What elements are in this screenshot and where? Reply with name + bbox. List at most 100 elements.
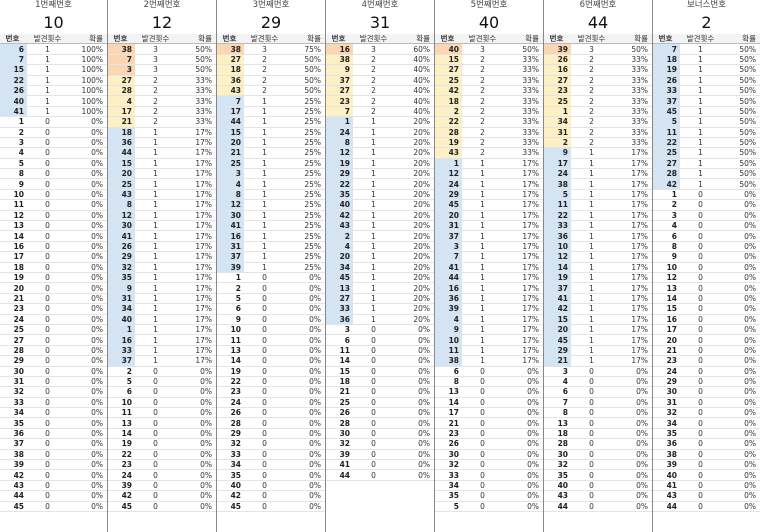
count-cell: 2 <box>135 116 178 128</box>
number-cell: 29 <box>108 251 135 263</box>
column-header-number: 번호 <box>653 34 680 45</box>
probability-cell: 0% <box>70 345 107 357</box>
probability-cell: 100% <box>70 85 107 97</box>
count-cell: 1 <box>353 158 396 170</box>
count-cell: 1 <box>571 345 614 357</box>
count-cell: 3 <box>135 64 178 76</box>
table-row: 19 1 17% <box>544 272 652 284</box>
number-cell: 40 <box>653 469 680 481</box>
probability-cell: 0% <box>287 272 325 284</box>
probability-cell: 0% <box>70 334 107 346</box>
table-row: 4 0 0% <box>653 220 760 232</box>
number-cell: 20 <box>108 168 135 180</box>
number-cell: 12 <box>217 199 244 211</box>
number-cell: 4 <box>435 314 462 325</box>
probability-cell: 20% <box>396 168 434 180</box>
probability-cell: 25% <box>287 189 325 201</box>
probability-cell: 50% <box>287 85 325 97</box>
count-cell: 1 <box>462 262 505 274</box>
number-cell: 41 <box>435 262 462 274</box>
number-cell: 29 <box>0 355 27 367</box>
count-cell: 0 <box>244 303 287 315</box>
count-cell: 1 <box>571 272 614 284</box>
count-cell: 0 <box>462 397 505 409</box>
probability-cell: 100% <box>70 64 107 76</box>
column-header-count: 발견횟수 <box>135 34 178 45</box>
number-cell: 34 <box>544 116 571 128</box>
table-row: 3 0 0% <box>0 137 107 149</box>
probability-cell: 0% <box>178 449 216 461</box>
probability-cell: 50% <box>723 95 760 107</box>
table-row: 32 0 0% <box>435 459 543 471</box>
number-cell: 26 <box>653 75 680 86</box>
count-cell: 1 <box>244 251 287 263</box>
probability-cell: 0% <box>505 407 543 419</box>
number-cell: 25 <box>0 324 27 336</box>
count-cell: 1 <box>462 293 505 305</box>
count-cell: 0 <box>680 428 723 440</box>
count-cell: 1 <box>244 127 287 138</box>
table-row: 21 1 17% <box>544 355 652 367</box>
table-row: 15 1 17% <box>108 158 216 170</box>
number-cell: 36 <box>435 293 462 305</box>
count-cell: 0 <box>27 189 70 201</box>
table-row: 7 1 17% <box>435 251 543 263</box>
probability-cell: 0% <box>396 324 434 336</box>
probability-cell: 0% <box>396 407 434 419</box>
table-row: 19 0 0% <box>217 366 325 377</box>
table-row: 9 2 40% <box>326 64 434 76</box>
number-cell: 10 <box>108 397 135 409</box>
table-row: 28 0 0% <box>544 438 652 450</box>
table-row: 43 0 0% <box>0 480 107 492</box>
probability-cell: 0% <box>614 459 652 471</box>
count-cell: 0 <box>27 490 70 502</box>
probability-cell: 0% <box>178 501 216 512</box>
number-cell: 21 <box>326 386 353 398</box>
count-cell: 0 <box>135 376 178 388</box>
count-cell: 0 <box>135 417 178 429</box>
probability-cell: 0% <box>178 417 216 429</box>
probability-cell: 50% <box>723 137 760 149</box>
number-cell: 33 <box>653 85 680 97</box>
count-cell: 0 <box>244 282 287 294</box>
count-cell: 0 <box>462 438 505 450</box>
probability-cell: 0% <box>396 417 434 429</box>
table-row: 27 2 33% <box>544 75 652 86</box>
group-2: 2번째번호 12 번호 발견횟수 확률 38 3 50% 7 3 50% 3 3 50% 27 2 33% 28 2… <box>107 0 216 532</box>
table-row: 4 1 20% <box>326 241 434 253</box>
count-cell: 0 <box>244 334 287 346</box>
count-cell: 2 <box>353 106 396 118</box>
table-row: 40 1 100% <box>0 95 107 107</box>
table-row: 18 0 0% <box>326 376 434 388</box>
count-cell: 1 <box>462 241 505 253</box>
header-row: 번호 발견횟수 확률 <box>0 34 107 45</box>
count-cell: 1 <box>353 168 396 180</box>
probability-cell: 17% <box>178 199 216 211</box>
count-cell: 2 <box>244 54 287 66</box>
table-row: 11 0 0% <box>217 334 325 346</box>
count-cell: 0 <box>27 251 70 263</box>
number-cell: 4 <box>0 147 27 159</box>
count-cell: 0 <box>680 210 723 222</box>
number-cell: 44 <box>544 501 571 512</box>
table-row: 8 1 20% <box>326 137 434 149</box>
probability-cell: 33% <box>505 75 543 86</box>
count-cell: 1 <box>680 54 723 66</box>
probability-cell: 0% <box>287 480 325 492</box>
header-row: 번호 발견횟수 확률 <box>326 34 434 45</box>
probability-cell: 0% <box>287 345 325 357</box>
count-cell: 0 <box>27 168 70 180</box>
count-cell: 0 <box>353 469 396 481</box>
count-cell: 0 <box>27 407 70 419</box>
table-row: 8 1 25% <box>217 189 325 201</box>
count-cell: 1 <box>571 334 614 346</box>
number-cell: 26 <box>435 438 462 450</box>
number-cell: 23 <box>217 386 244 398</box>
probability-cell: 33% <box>178 85 216 97</box>
number-cell: 36 <box>108 137 135 149</box>
number-cell: 38 <box>544 178 571 190</box>
count-cell: 0 <box>462 480 505 492</box>
count-cell: 2 <box>244 75 287 86</box>
table-row: 29 0 0% <box>217 428 325 440</box>
number-cell: 20 <box>0 282 27 294</box>
